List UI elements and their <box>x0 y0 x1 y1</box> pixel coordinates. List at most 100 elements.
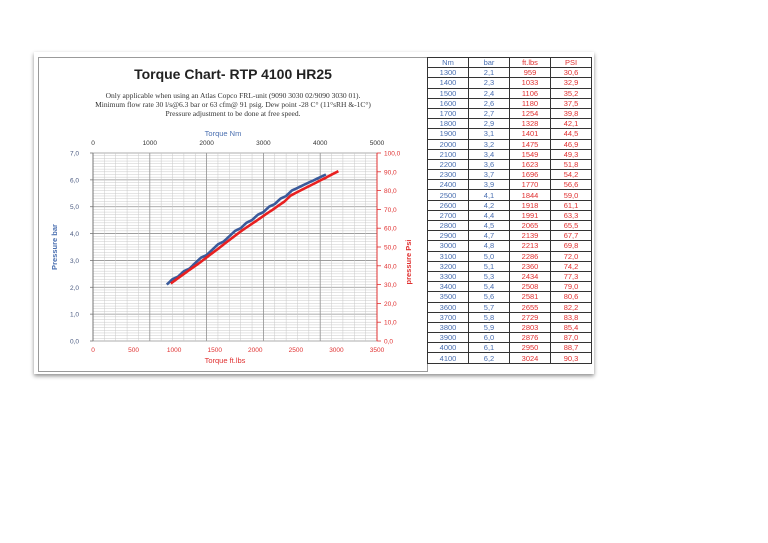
cell-ftlbs: 1549 <box>509 148 551 160</box>
cell-psi: 90,3 <box>550 352 592 364</box>
cell-psi: 39,8 <box>550 107 592 120</box>
cell-bar: 6,2 <box>468 352 510 364</box>
table-row: 2300 3,7 1696 54,2 <box>427 169 592 181</box>
cell-bar: 5,9 <box>468 321 510 334</box>
cell-psi: 80,6 <box>550 291 592 303</box>
cell-bar: 2,3 <box>468 77 510 89</box>
cell-ftlbs: 2803 <box>509 321 551 334</box>
cell-bar: 3,4 <box>468 148 510 160</box>
cell-nm: 2300 <box>427 169 469 181</box>
bottom-axis-tick-label: 1500 <box>207 347 222 354</box>
cell-bar: 2,4 <box>468 87 510 99</box>
cell-nm: 3700 <box>427 311 469 323</box>
cell-bar: 3,6 <box>468 158 510 171</box>
cell-nm: 2600 <box>427 199 469 211</box>
nm-bar-line <box>165 173 327 286</box>
cell-bar: 5,0 <box>468 250 510 262</box>
table-row: 3300 5,3 2434 77,3 <box>427 270 592 283</box>
cell-psi: 46,9 <box>550 138 592 150</box>
cell-nm: 3000 <box>427 240 469 252</box>
right-axis-tick-label: 0,0 <box>384 339 393 346</box>
table-row: 2100 3,4 1549 49,3 <box>427 148 592 160</box>
table-row: 2500 4,1 1844 59,0 <box>427 189 592 201</box>
header-bar: bar <box>468 56 510 69</box>
cell-nm: 1700 <box>427 107 469 120</box>
cell-bar: 4,5 <box>468 219 510 232</box>
header-psi: PSI <box>550 56 592 69</box>
table-row: 3100 5,0 2286 72,0 <box>427 250 592 262</box>
cell-nm: 2800 <box>427 219 469 232</box>
cell-nm: 3600 <box>427 301 469 313</box>
torque-pressure-plot: 0 1000 2000 3000 4000 5000 Torque Nm 0 500 1000 15… <box>50 129 413 365</box>
top-axis-title: Torque Nm <box>205 129 242 138</box>
cell-ftlbs: 2581 <box>509 291 551 303</box>
cell-psi: 61,1 <box>550 199 592 211</box>
left-axis-title: Pressure bar <box>50 224 59 270</box>
cell-nm: 3900 <box>427 332 469 344</box>
right-axis-tick-label: 20,0 <box>384 301 397 308</box>
cell-bar: 6,0 <box>468 332 510 344</box>
note-line-3: Pressure adjustment to be done at free s… <box>165 109 301 118</box>
cell-ftlbs: 2508 <box>509 281 551 293</box>
cell-ftlbs: 959 <box>509 67 551 79</box>
cell-ftlbs: 1106 <box>509 87 551 99</box>
left-axis-tick-label: 6,0 <box>70 177 79 184</box>
cell-ftlbs: 2729 <box>509 311 551 323</box>
cell-ftlbs: 2213 <box>509 240 551 252</box>
cell-psi: 56,6 <box>550 179 592 191</box>
left-axis-tick-label: 3,0 <box>70 258 79 265</box>
torque-table: Nm bar ft.lbs PSI 1300 2,1 959 30,6 1400 2,3 1… <box>427 56 592 364</box>
left-axis-tick-label: 7,0 <box>70 151 79 158</box>
cell-ftlbs: 1254 <box>509 107 551 120</box>
bottom-axis-tick-label: 2000 <box>248 347 263 354</box>
cell-bar: 3,7 <box>468 169 510 181</box>
cell-ftlbs: 1696 <box>509 169 551 181</box>
table-row: 1700 2,7 1254 39,8 <box>427 107 592 120</box>
cell-nm: 2000 <box>427 138 469 150</box>
cell-nm: 3300 <box>427 270 469 283</box>
cell-nm: 3800 <box>427 321 469 334</box>
top-axis-tick-label: 0 <box>91 140 95 147</box>
cell-bar: 5,4 <box>468 281 510 293</box>
table-row: 1300 2,1 959 30,6 <box>427 67 592 79</box>
cell-psi: 88,7 <box>550 342 592 354</box>
cell-bar: 3,1 <box>468 128 510 140</box>
cell-ftlbs: 1180 <box>509 97 551 109</box>
left-axis-tick-label: 5,0 <box>70 204 79 211</box>
ftlbs-psi-line <box>170 170 339 285</box>
cell-bar: 2,1 <box>468 67 510 79</box>
bottom-axis-tick-label: 3000 <box>329 347 344 354</box>
cell-bar: 2,7 <box>468 107 510 120</box>
top-axis-tick-label: 1000 <box>143 140 158 147</box>
table-row: 1500 2,4 1106 35,2 <box>427 87 592 99</box>
top-axis-tick-label: 2000 <box>199 140 214 147</box>
cell-psi: 74,2 <box>550 260 592 272</box>
table-row: 3400 5,4 2508 79,0 <box>427 281 592 293</box>
cell-nm: 1500 <box>427 87 469 99</box>
cell-nm: 4100 <box>427 352 469 364</box>
bottom-axis-tick-label: 1000 <box>167 347 182 354</box>
right-axis-tick-label: 50,0 <box>384 245 397 252</box>
right-axis-tick-label: 30,0 <box>384 282 397 289</box>
cell-psi: 30,6 <box>550 67 592 79</box>
cell-psi: 35,2 <box>550 87 592 99</box>
bottom-axis-title: Torque ft.lbs <box>205 356 246 365</box>
cell-ftlbs: 2065 <box>509 219 551 232</box>
right-axis-title: pressure Psi <box>404 239 413 284</box>
cell-bar: 4,2 <box>468 199 510 211</box>
cell-nm: 2400 <box>427 179 469 191</box>
cell-ftlbs: 1623 <box>509 158 551 171</box>
cell-bar: 5,3 <box>468 270 510 283</box>
table-row: 3200 5,1 2360 74,2 <box>427 260 592 272</box>
cell-ftlbs: 1844 <box>509 189 551 201</box>
top-axis-tick-label: 4000 <box>313 140 328 147</box>
table-row: 2000 3,2 1475 46,9 <box>427 138 592 150</box>
cell-bar: 2,9 <box>468 118 510 130</box>
cell-ftlbs: 2876 <box>509 332 551 344</box>
header-ftlbs: ft.lbs <box>509 56 551 69</box>
cell-bar: 4,4 <box>468 209 510 222</box>
table-row: 2900 4,7 2139 67,7 <box>427 230 592 242</box>
cell-ftlbs: 2950 <box>509 342 551 354</box>
top-axis-tick-label: 3000 <box>256 140 271 147</box>
right-axis-tick-label: 90,0 <box>384 169 397 176</box>
